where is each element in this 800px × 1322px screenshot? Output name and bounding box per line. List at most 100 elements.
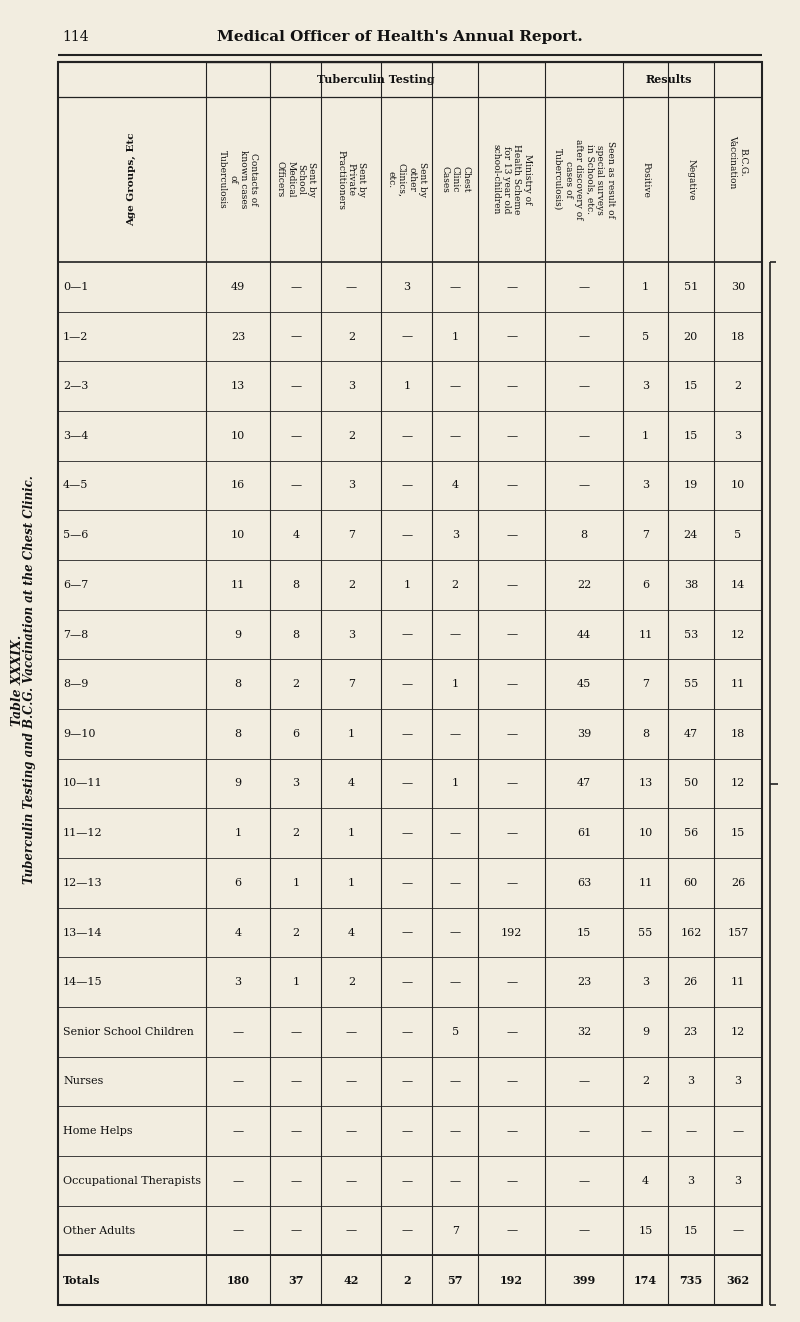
- Text: —: —: [290, 480, 302, 490]
- Text: —: —: [402, 878, 412, 888]
- Text: 42: 42: [344, 1274, 359, 1286]
- Text: 3: 3: [348, 629, 355, 640]
- Text: 18: 18: [731, 728, 745, 739]
- Text: 14—15: 14—15: [63, 977, 102, 988]
- Text: —: —: [578, 480, 590, 490]
- Text: 45: 45: [577, 680, 591, 689]
- Text: Sent by
School
Medical
Officers: Sent by School Medical Officers: [276, 161, 316, 198]
- Text: Chest
Clinic
Cases: Chest Clinic Cases: [440, 167, 470, 193]
- Text: 5—6: 5—6: [63, 530, 88, 541]
- Text: 50: 50: [684, 779, 698, 788]
- Text: 49: 49: [231, 282, 246, 292]
- Text: 6: 6: [234, 878, 242, 888]
- Text: 53: 53: [684, 629, 698, 640]
- Text: 10: 10: [231, 530, 246, 541]
- Text: 4: 4: [348, 928, 355, 937]
- Text: —: —: [402, 680, 412, 689]
- Text: 23: 23: [231, 332, 246, 341]
- Text: —: —: [346, 1225, 357, 1236]
- Text: 3: 3: [734, 1076, 742, 1087]
- Text: 10: 10: [231, 431, 246, 440]
- Text: 56: 56: [684, 828, 698, 838]
- Text: —: —: [578, 381, 590, 391]
- Text: Ministry of
Health Scheme
for 13 year old
school-children: Ministry of Health Scheme for 13 year ol…: [491, 144, 532, 214]
- Text: —: —: [290, 1225, 302, 1236]
- Text: 12: 12: [731, 1027, 745, 1036]
- Text: Nurses: Nurses: [63, 1076, 103, 1087]
- Text: —: —: [506, 779, 517, 788]
- Text: 4: 4: [452, 480, 459, 490]
- Text: —: —: [578, 282, 590, 292]
- Text: —: —: [402, 1126, 412, 1136]
- Text: Sent by
other
Clinics,
etc.: Sent by other Clinics, etc.: [386, 163, 427, 197]
- Text: —: —: [450, 977, 461, 988]
- Text: 7: 7: [452, 1225, 458, 1236]
- Text: —: —: [506, 1076, 517, 1087]
- Text: —: —: [290, 431, 302, 440]
- Text: 23: 23: [577, 977, 591, 988]
- Text: Positive: Positive: [641, 161, 650, 197]
- Text: Results: Results: [646, 74, 692, 85]
- Text: —: —: [506, 977, 517, 988]
- Text: —: —: [506, 530, 517, 541]
- Text: 61: 61: [577, 828, 591, 838]
- Text: —: —: [402, 828, 412, 838]
- Text: 12—13: 12—13: [63, 878, 102, 888]
- Text: 192: 192: [501, 928, 522, 937]
- Text: 1: 1: [348, 728, 355, 739]
- Text: 1: 1: [452, 680, 459, 689]
- Text: —: —: [506, 828, 517, 838]
- Text: —: —: [640, 1126, 651, 1136]
- Text: 13—14: 13—14: [63, 928, 102, 937]
- Text: —: —: [233, 1225, 244, 1236]
- Text: 8: 8: [292, 580, 299, 590]
- Text: —: —: [402, 332, 412, 341]
- Text: 3: 3: [642, 977, 649, 988]
- Text: —: —: [402, 1076, 412, 1087]
- Text: —: —: [346, 1027, 357, 1036]
- Text: —: —: [506, 629, 517, 640]
- Text: 5: 5: [734, 530, 742, 541]
- Text: —: —: [733, 1225, 743, 1236]
- Text: 9: 9: [234, 779, 242, 788]
- Text: Seen as result of
special surveys
in Schools, etc.
after discovery of
cases of
T: Seen as result of special surveys in Sch…: [554, 139, 614, 219]
- Text: 2: 2: [452, 580, 459, 590]
- Text: 20: 20: [684, 332, 698, 341]
- Text: Age Groups, Etc: Age Groups, Etc: [127, 132, 137, 226]
- Text: Occupational Therapists: Occupational Therapists: [63, 1175, 201, 1186]
- Text: —: —: [402, 480, 412, 490]
- Text: —: —: [506, 1126, 517, 1136]
- Text: Senior School Children: Senior School Children: [63, 1027, 194, 1036]
- Text: Sent by
Private
Practitioners: Sent by Private Practitioners: [337, 149, 366, 209]
- Text: 114: 114: [62, 30, 89, 44]
- Text: 55: 55: [638, 928, 653, 937]
- Text: 16: 16: [231, 480, 246, 490]
- Text: 3: 3: [234, 977, 242, 988]
- Text: Medical Officer of Health's Annual Report.: Medical Officer of Health's Annual Repor…: [217, 30, 583, 44]
- Text: Table XXXIX.: Table XXXIX.: [11, 635, 25, 726]
- Text: 2: 2: [734, 381, 742, 391]
- Text: 6: 6: [642, 580, 649, 590]
- Text: 15: 15: [684, 1225, 698, 1236]
- Text: —: —: [506, 680, 517, 689]
- Text: 9: 9: [234, 629, 242, 640]
- Text: Other Adults: Other Adults: [63, 1225, 135, 1236]
- Text: 2: 2: [292, 928, 299, 937]
- Text: Totals: Totals: [63, 1274, 101, 1286]
- Text: 1: 1: [403, 381, 410, 391]
- Text: 14: 14: [731, 580, 745, 590]
- Text: —: —: [450, 828, 461, 838]
- Text: —: —: [402, 928, 412, 937]
- Text: —: —: [402, 728, 412, 739]
- Text: 1: 1: [642, 282, 649, 292]
- Text: 2: 2: [348, 977, 355, 988]
- Text: 3: 3: [687, 1076, 694, 1087]
- Text: —: —: [290, 282, 302, 292]
- Text: 10: 10: [638, 828, 653, 838]
- Text: 1—2: 1—2: [63, 332, 88, 341]
- Text: 1: 1: [292, 878, 299, 888]
- Text: 2: 2: [403, 1274, 410, 1286]
- Text: —: —: [233, 1175, 244, 1186]
- Text: —: —: [578, 431, 590, 440]
- Text: 15: 15: [638, 1225, 653, 1236]
